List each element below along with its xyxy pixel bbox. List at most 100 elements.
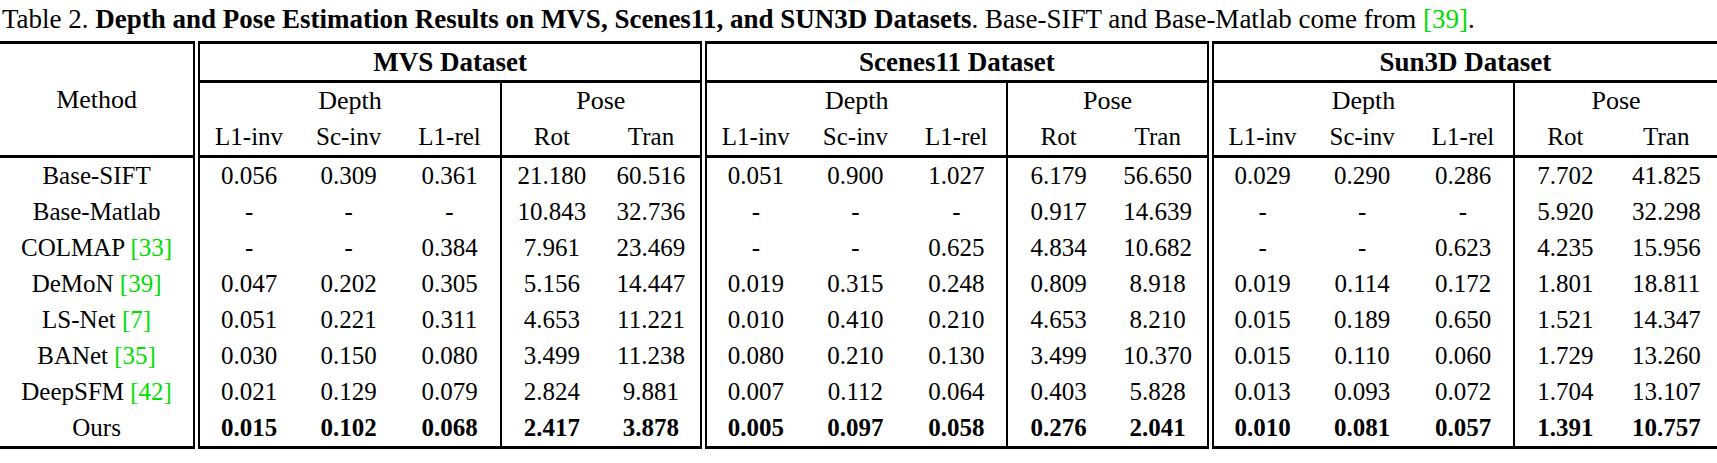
- value-cell: 0.081: [1312, 410, 1413, 448]
- value-cell: 0.311: [399, 302, 500, 338]
- method-cell: Base-Matlab: [0, 194, 197, 230]
- value-cell: 1.704: [1514, 374, 1615, 410]
- table-row: COLMAP [33]--0.3847.96123.469--0.6254.83…: [0, 230, 1717, 266]
- value-cell: 18.811: [1616, 266, 1717, 302]
- value-cell: 0.410: [805, 302, 906, 338]
- value-cell: 9.881: [602, 374, 703, 410]
- value-cell: 8.210: [1109, 302, 1210, 338]
- value-cell: 0.221: [298, 302, 399, 338]
- value-cell: -: [1210, 230, 1311, 266]
- value-cell: 0.361: [399, 157, 500, 195]
- table-row: Base-Matlab---10.84332.736---0.91714.639…: [0, 194, 1717, 230]
- value-cell: 14.447: [602, 266, 703, 302]
- value-cell: 23.469: [602, 230, 703, 266]
- value-cell: 4.235: [1514, 230, 1615, 266]
- dataset-header-mvs: MVS Dataset: [197, 43, 704, 82]
- value-cell: -: [298, 230, 399, 266]
- value-cell: 0.403: [1007, 374, 1108, 410]
- dataset-header-row: Method MVS Dataset Scenes11 Dataset Sun3…: [0, 43, 1717, 82]
- caption-prefix: Table 2.: [2, 4, 95, 34]
- value-cell: -: [399, 194, 500, 230]
- value-cell: 0.019: [1210, 266, 1311, 302]
- citation-ref: [42]: [130, 378, 172, 405]
- value-cell: 11.238: [602, 338, 703, 374]
- caption-middle: . Base-SIFT and Base-Matlab come from: [971, 4, 1423, 34]
- method-cell: Ours: [0, 410, 197, 448]
- value-cell: 1.391: [1514, 410, 1615, 448]
- value-cell: 0.019: [703, 266, 804, 302]
- value-cell: 0.210: [906, 302, 1007, 338]
- value-cell: 0.623: [1413, 230, 1514, 266]
- value-cell: 0.051: [703, 157, 804, 195]
- value-cell: -: [197, 230, 298, 266]
- metric-header: L1-rel: [1413, 119, 1514, 157]
- value-cell: 0.129: [298, 374, 399, 410]
- value-cell: 0.015: [1210, 338, 1311, 374]
- metric-header: Rot: [501, 119, 602, 157]
- value-cell: 3.499: [501, 338, 602, 374]
- value-cell: 0.010: [703, 302, 804, 338]
- value-cell: 4.834: [1007, 230, 1108, 266]
- group-header-depth: Depth: [703, 82, 1007, 120]
- value-cell: 0.058: [906, 410, 1007, 448]
- metric-header: L1-inv: [703, 119, 804, 157]
- citation-ref: [33]: [131, 234, 173, 261]
- value-cell: 0.015: [1210, 302, 1311, 338]
- value-cell: 0.315: [805, 266, 906, 302]
- metric-header: Sc-inv: [1312, 119, 1413, 157]
- citation-ref: [39]: [1423, 4, 1468, 34]
- value-cell: 2.041: [1109, 410, 1210, 448]
- method-cell: BANet [35]: [0, 338, 197, 374]
- value-cell: 0.384: [399, 230, 500, 266]
- metric-header: L1-rel: [399, 119, 500, 157]
- value-cell: 0.112: [805, 374, 906, 410]
- value-cell: 5.920: [1514, 194, 1615, 230]
- value-cell: 0.080: [399, 338, 500, 374]
- value-cell: 3.878: [602, 410, 703, 448]
- method-header: Method: [0, 43, 197, 157]
- value-cell: 0.248: [906, 266, 1007, 302]
- value-cell: -: [197, 194, 298, 230]
- value-cell: 0.130: [906, 338, 1007, 374]
- value-cell: 4.653: [501, 302, 602, 338]
- citation-ref: [39]: [120, 270, 162, 297]
- value-cell: 0.080: [703, 338, 804, 374]
- value-cell: -: [1210, 194, 1311, 230]
- value-cell: -: [1413, 194, 1514, 230]
- value-cell: 10.682: [1109, 230, 1210, 266]
- value-cell: 0.286: [1413, 157, 1514, 195]
- value-cell: 0.114: [1312, 266, 1413, 302]
- value-cell: 0.068: [399, 410, 500, 448]
- table-row: DeMoN [39]0.0470.2020.3055.15614.4470.01…: [0, 266, 1717, 302]
- metric-header: Rot: [1514, 119, 1615, 157]
- metric-header: Sc-inv: [805, 119, 906, 157]
- metric-header: L1-inv: [197, 119, 298, 157]
- value-cell: 10.843: [501, 194, 602, 230]
- value-cell: -: [805, 194, 906, 230]
- value-cell: 0.097: [805, 410, 906, 448]
- value-cell: 0.189: [1312, 302, 1413, 338]
- value-cell: 4.653: [1007, 302, 1108, 338]
- citation-ref: [7]: [122, 306, 151, 333]
- metric-header: L1-rel: [906, 119, 1007, 157]
- value-cell: 1.027: [906, 157, 1007, 195]
- value-cell: 41.825: [1616, 157, 1717, 195]
- value-cell: 0.650: [1413, 302, 1514, 338]
- results-table: Method MVS Dataset Scenes11 Dataset Sun3…: [0, 41, 1717, 449]
- table-caption: Table 2. Depth and Pose Estimation Resul…: [0, 2, 1717, 41]
- value-cell: 8.918: [1109, 266, 1210, 302]
- paper-table-figure: Table 2. Depth and Pose Estimation Resul…: [0, 0, 1717, 463]
- value-cell: 0.013: [1210, 374, 1311, 410]
- group-header-row: Depth Pose Depth Pose Depth Pose: [0, 82, 1717, 120]
- value-cell: 0.079: [399, 374, 500, 410]
- value-cell: 0.060: [1413, 338, 1514, 374]
- value-cell: 0.051: [197, 302, 298, 338]
- metric-header: Sc-inv: [298, 119, 399, 157]
- group-header-depth: Depth: [1210, 82, 1514, 120]
- value-cell: 0.057: [1413, 410, 1514, 448]
- caption-suffix: .: [1468, 4, 1475, 34]
- metric-header: Tran: [1109, 119, 1210, 157]
- value-cell: 0.276: [1007, 410, 1108, 448]
- value-cell: 5.156: [501, 266, 602, 302]
- group-header-pose: Pose: [1007, 82, 1210, 120]
